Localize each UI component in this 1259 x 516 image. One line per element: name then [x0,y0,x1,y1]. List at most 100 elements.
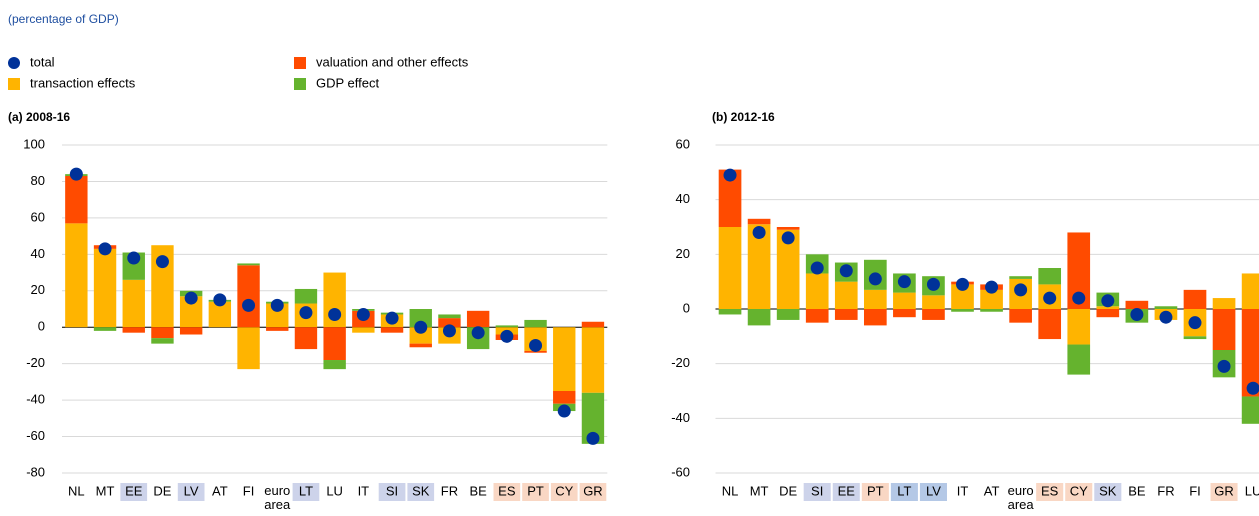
bar-segment [352,327,375,333]
bar-segment [951,284,974,309]
y-tick-label: 60 [676,136,690,151]
bar-segment [747,309,771,326]
total-dot [985,280,999,294]
bar-segment [834,309,858,320]
bar-segment [718,169,742,227]
legend-marker [294,57,306,69]
y-tick-label: -20 [671,355,690,370]
bar-segment [323,327,346,361]
category-highlight [579,483,607,501]
bar-segment [776,227,800,230]
x-tick-label: IT [358,483,370,498]
bar-segment [1009,309,1032,323]
total-dot [385,311,399,325]
x-tick-label: BE [469,483,487,498]
total-dot [781,231,795,245]
bar-segment [863,289,887,309]
bar-segment [922,309,945,320]
bar-segment [980,289,1003,309]
bar-segment [409,343,432,348]
bar-segment [581,321,605,328]
legend-marker [8,57,20,69]
bar-segment [805,309,829,323]
bar-segment [776,309,800,320]
x-tick-label: SK [1099,483,1117,498]
y-tick-label: 80 [31,173,45,188]
bar-segment [266,327,289,331]
category-highlight [832,483,860,501]
bar-segment [805,273,829,309]
x-tick-label: FR [1157,483,1174,498]
bar-segment [1212,298,1236,309]
bar-segment [1038,268,1062,285]
legend-marker [294,78,306,90]
bar-segment [893,309,916,318]
category-highlight [1065,483,1093,501]
bar-segment [747,224,771,309]
total-dot [723,168,737,182]
total-dot [442,324,456,338]
bar-segment [1212,309,1236,350]
bar-segment [294,327,318,350]
x-tick-label: MT [96,483,115,498]
bar-segment [747,218,771,225]
x-tick-label: CY [1070,483,1088,498]
x-tick-label: SK [412,483,430,498]
bar-segment [409,327,432,344]
x-tick-label: ES [498,483,516,498]
bar-segment [1241,309,1259,397]
total-dot [1072,291,1086,305]
chart-title: (b) 2012-16 [712,110,775,124]
bar-segment [237,263,260,266]
bar-segment [1154,306,1178,309]
chart-title: (a) 2008-16 [8,110,70,124]
total-dot [471,326,485,340]
bar-segment [1067,344,1091,375]
total-dot [529,338,543,352]
legend-label: total [30,54,55,69]
total-dot [839,264,853,278]
total-dot [69,167,83,181]
x-tick-label: SI [811,483,823,498]
bar-segment [208,301,232,328]
total-dot [414,320,428,334]
category-highlight [1210,483,1238,501]
category-highlight [493,483,521,501]
x-tick-label: EE [125,483,143,498]
x-tick-label: LU [326,483,343,498]
bar-segment [179,327,203,335]
total-dot [897,275,911,289]
legend-label: valuation and other effects [316,54,469,69]
category-highlight [120,483,148,501]
category-highlight [292,483,320,501]
bar-segment [65,223,88,328]
x-tick-label: FI [1189,483,1201,498]
total-dot [270,298,284,312]
total-dot [356,307,370,321]
x-tick-label: FR [441,483,458,498]
x-tick-label: AT [984,483,1000,498]
y-tick-label: -20 [26,355,45,370]
total-dot [1188,316,1202,330]
category-highlight [177,483,205,501]
x-tick-label: SI [386,483,398,498]
total-dot [242,298,256,312]
bar-segment [466,310,490,328]
legend-marker [8,78,20,90]
bar-segment [581,327,605,393]
bar-segment [495,325,519,328]
x-tick-label: LV [926,483,941,498]
bar-segment [151,245,174,328]
bar-segment [237,265,260,328]
x-tick-label: euro area [1008,483,1035,511]
total-dot [810,261,824,275]
category-highlight [407,483,435,501]
x-tick-label: LV [184,483,199,498]
x-tick-label: IT [957,483,969,498]
subtitle: (percentage of GDP) [8,12,119,26]
total-dot [1101,294,1115,308]
bar-segment [980,309,1003,312]
bar-segment [922,295,945,309]
bar-segment [380,327,404,333]
